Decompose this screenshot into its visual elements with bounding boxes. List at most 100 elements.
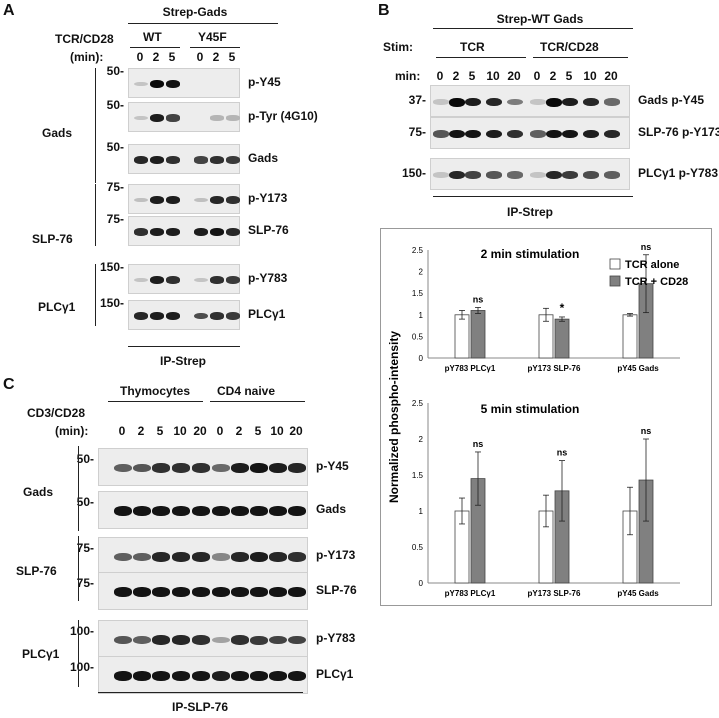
panel-c-time-5: 0	[216, 424, 224, 438]
panel-c-band-0-8	[269, 463, 287, 473]
chart2-annot-0: ns	[473, 439, 484, 449]
panel-a-band-1-2	[166, 114, 180, 122]
panel-a-band-0-0	[134, 81, 148, 87]
panel-c-band-3-7	[250, 587, 268, 597]
panel-c-band-0-3	[172, 463, 190, 473]
panel-a-gads-bracket	[95, 68, 96, 183]
panel-a-band-3-0	[134, 197, 148, 203]
panel-c-band-3-2	[152, 587, 170, 597]
panel-c-band-4-2	[152, 635, 170, 645]
panel-c-band-3-4	[192, 587, 210, 597]
panel-c-stim-label: CD3/CD28	[27, 406, 86, 420]
panel-a-band-0-2	[166, 80, 180, 88]
panel-b-band-0-6	[546, 97, 562, 107]
panel-a-y45f-line	[190, 47, 240, 48]
panel-a-band-3-4	[210, 196, 224, 204]
panel-c-band-0-6	[231, 463, 249, 473]
panel-c-band-3-0	[114, 587, 132, 597]
panel-c-band-3-6	[231, 587, 249, 597]
panel-b-time-9: 20	[604, 69, 618, 83]
panel-a-wt-line	[130, 47, 180, 48]
panel-a-blot-0	[128, 68, 240, 98]
panel-b-time-7: 5	[565, 69, 573, 83]
panel-c-section-gads: Gads	[23, 485, 54, 499]
panel-a-band-5-5	[226, 276, 240, 284]
panel-a-slp76-bracket	[95, 184, 96, 246]
panel-b-band-1-1	[449, 129, 465, 139]
panel-a-label-6: PLCγ1	[248, 307, 286, 321]
panel-a-band-3-2	[166, 196, 180, 204]
panel-c-band-2-8	[269, 552, 287, 562]
panel-a-label-1: p-Tyr (4G10)	[248, 109, 318, 123]
panel-c-mw-0: 50-	[76, 452, 94, 466]
panel-c-label-0: p-Y45	[316, 459, 349, 473]
panel-c-blot-5	[98, 656, 308, 694]
panel-a-mw-0: 50-	[106, 64, 124, 78]
panel-b-band-1-0	[433, 130, 449, 138]
panel-a-band-5-4	[210, 276, 224, 284]
panel-c-blot-1	[98, 491, 308, 529]
panel-b-label-0: Gads p-Y45	[638, 93, 705, 107]
panel-c-band-0-4	[192, 463, 210, 473]
panel-a-band-6-3	[194, 312, 208, 320]
panel-c-time-8: 10	[270, 424, 284, 438]
panel-a-section-gads: Gads	[42, 126, 73, 140]
panel-a-blot-1	[128, 102, 240, 132]
panel-a-time-1: 2	[152, 50, 160, 64]
panel-b-band-2-8	[583, 171, 599, 179]
panel-a-blot-4	[128, 216, 240, 246]
panel-a-blot-2	[128, 144, 240, 174]
chart2-title: 5 min stimulation	[481, 402, 580, 416]
chart1-annot-1: *	[560, 301, 565, 315]
panel-b-band-1-9	[604, 129, 620, 139]
panel-c-label-4: p-Y783	[316, 631, 356, 645]
chart1-ytick-1: 0.5	[412, 332, 424, 341]
panel-b-tcrcd28-line	[533, 57, 628, 58]
panel-a-construct-line	[128, 23, 278, 24]
chart1-bar-1-1	[554, 318, 570, 359]
panel-c-band-0-1	[133, 463, 151, 473]
panel-c-band-4-5	[212, 636, 230, 644]
chart2-annot-2: ns	[641, 426, 652, 436]
chart1-ytick-0: 0	[419, 354, 424, 363]
panel-c-band-1-5	[212, 506, 230, 516]
panel-c-label-3: SLP-76	[316, 583, 357, 597]
panel-c-band-0-7	[250, 463, 268, 473]
panel-a-time-0: 0	[136, 50, 144, 64]
panel-a-plcg1-bracket	[95, 264, 96, 326]
panel-c-time-2: 5	[156, 424, 164, 438]
panel-a-band-6-0	[134, 312, 148, 320]
panel-b-band-0-9	[604, 98, 620, 106]
panel-c-label-1: Gads	[316, 502, 347, 516]
panel-c-band-3-5	[212, 587, 230, 597]
legend-label-1: TCR + CD28	[625, 276, 688, 288]
panel-a-band-2-4	[210, 156, 224, 164]
chart1-title: 2 min stimulation	[481, 247, 580, 261]
panel-b-band-1-5	[530, 130, 546, 138]
chart1-bar-0-0	[454, 314, 470, 359]
panel-a-mw-1: 50-	[106, 98, 124, 112]
panel-a-band-5-2	[166, 276, 180, 284]
panel-c-time-1: 2	[137, 424, 145, 438]
panel-c-band-5-7	[250, 671, 268, 681]
panel-b-band-0-5	[530, 99, 546, 105]
panel-c-label-2: p-Y173	[316, 548, 356, 562]
panel-c-group-thymocytes: Thymocytes	[120, 384, 191, 398]
panel-b-band-0-4	[507, 98, 523, 106]
panel-c-band-4-3	[172, 635, 190, 645]
panel-a-label-2: Gads	[248, 151, 279, 165]
panel-b-band-2-7	[562, 170, 578, 180]
panel-b-band-2-4	[507, 171, 523, 179]
panel-a-band-2-2	[166, 156, 180, 164]
panel-b-construct-line	[433, 28, 633, 29]
panel-c-band-2-3	[172, 552, 190, 562]
panel-a-band-2-0	[134, 156, 148, 164]
chart2-ytick-2: 1	[419, 507, 424, 516]
panel-c-band-2-4	[192, 552, 210, 562]
panel-a-group-y45f: Y45F	[198, 30, 227, 44]
panel-c-band-3-9	[288, 587, 306, 597]
chart1-cat-0: pY783 PLCγ1	[445, 364, 496, 373]
panel-c-band-0-2	[152, 463, 170, 473]
panel-a-time-3: 0	[196, 50, 204, 64]
panel-a-band-4-0	[134, 228, 148, 236]
